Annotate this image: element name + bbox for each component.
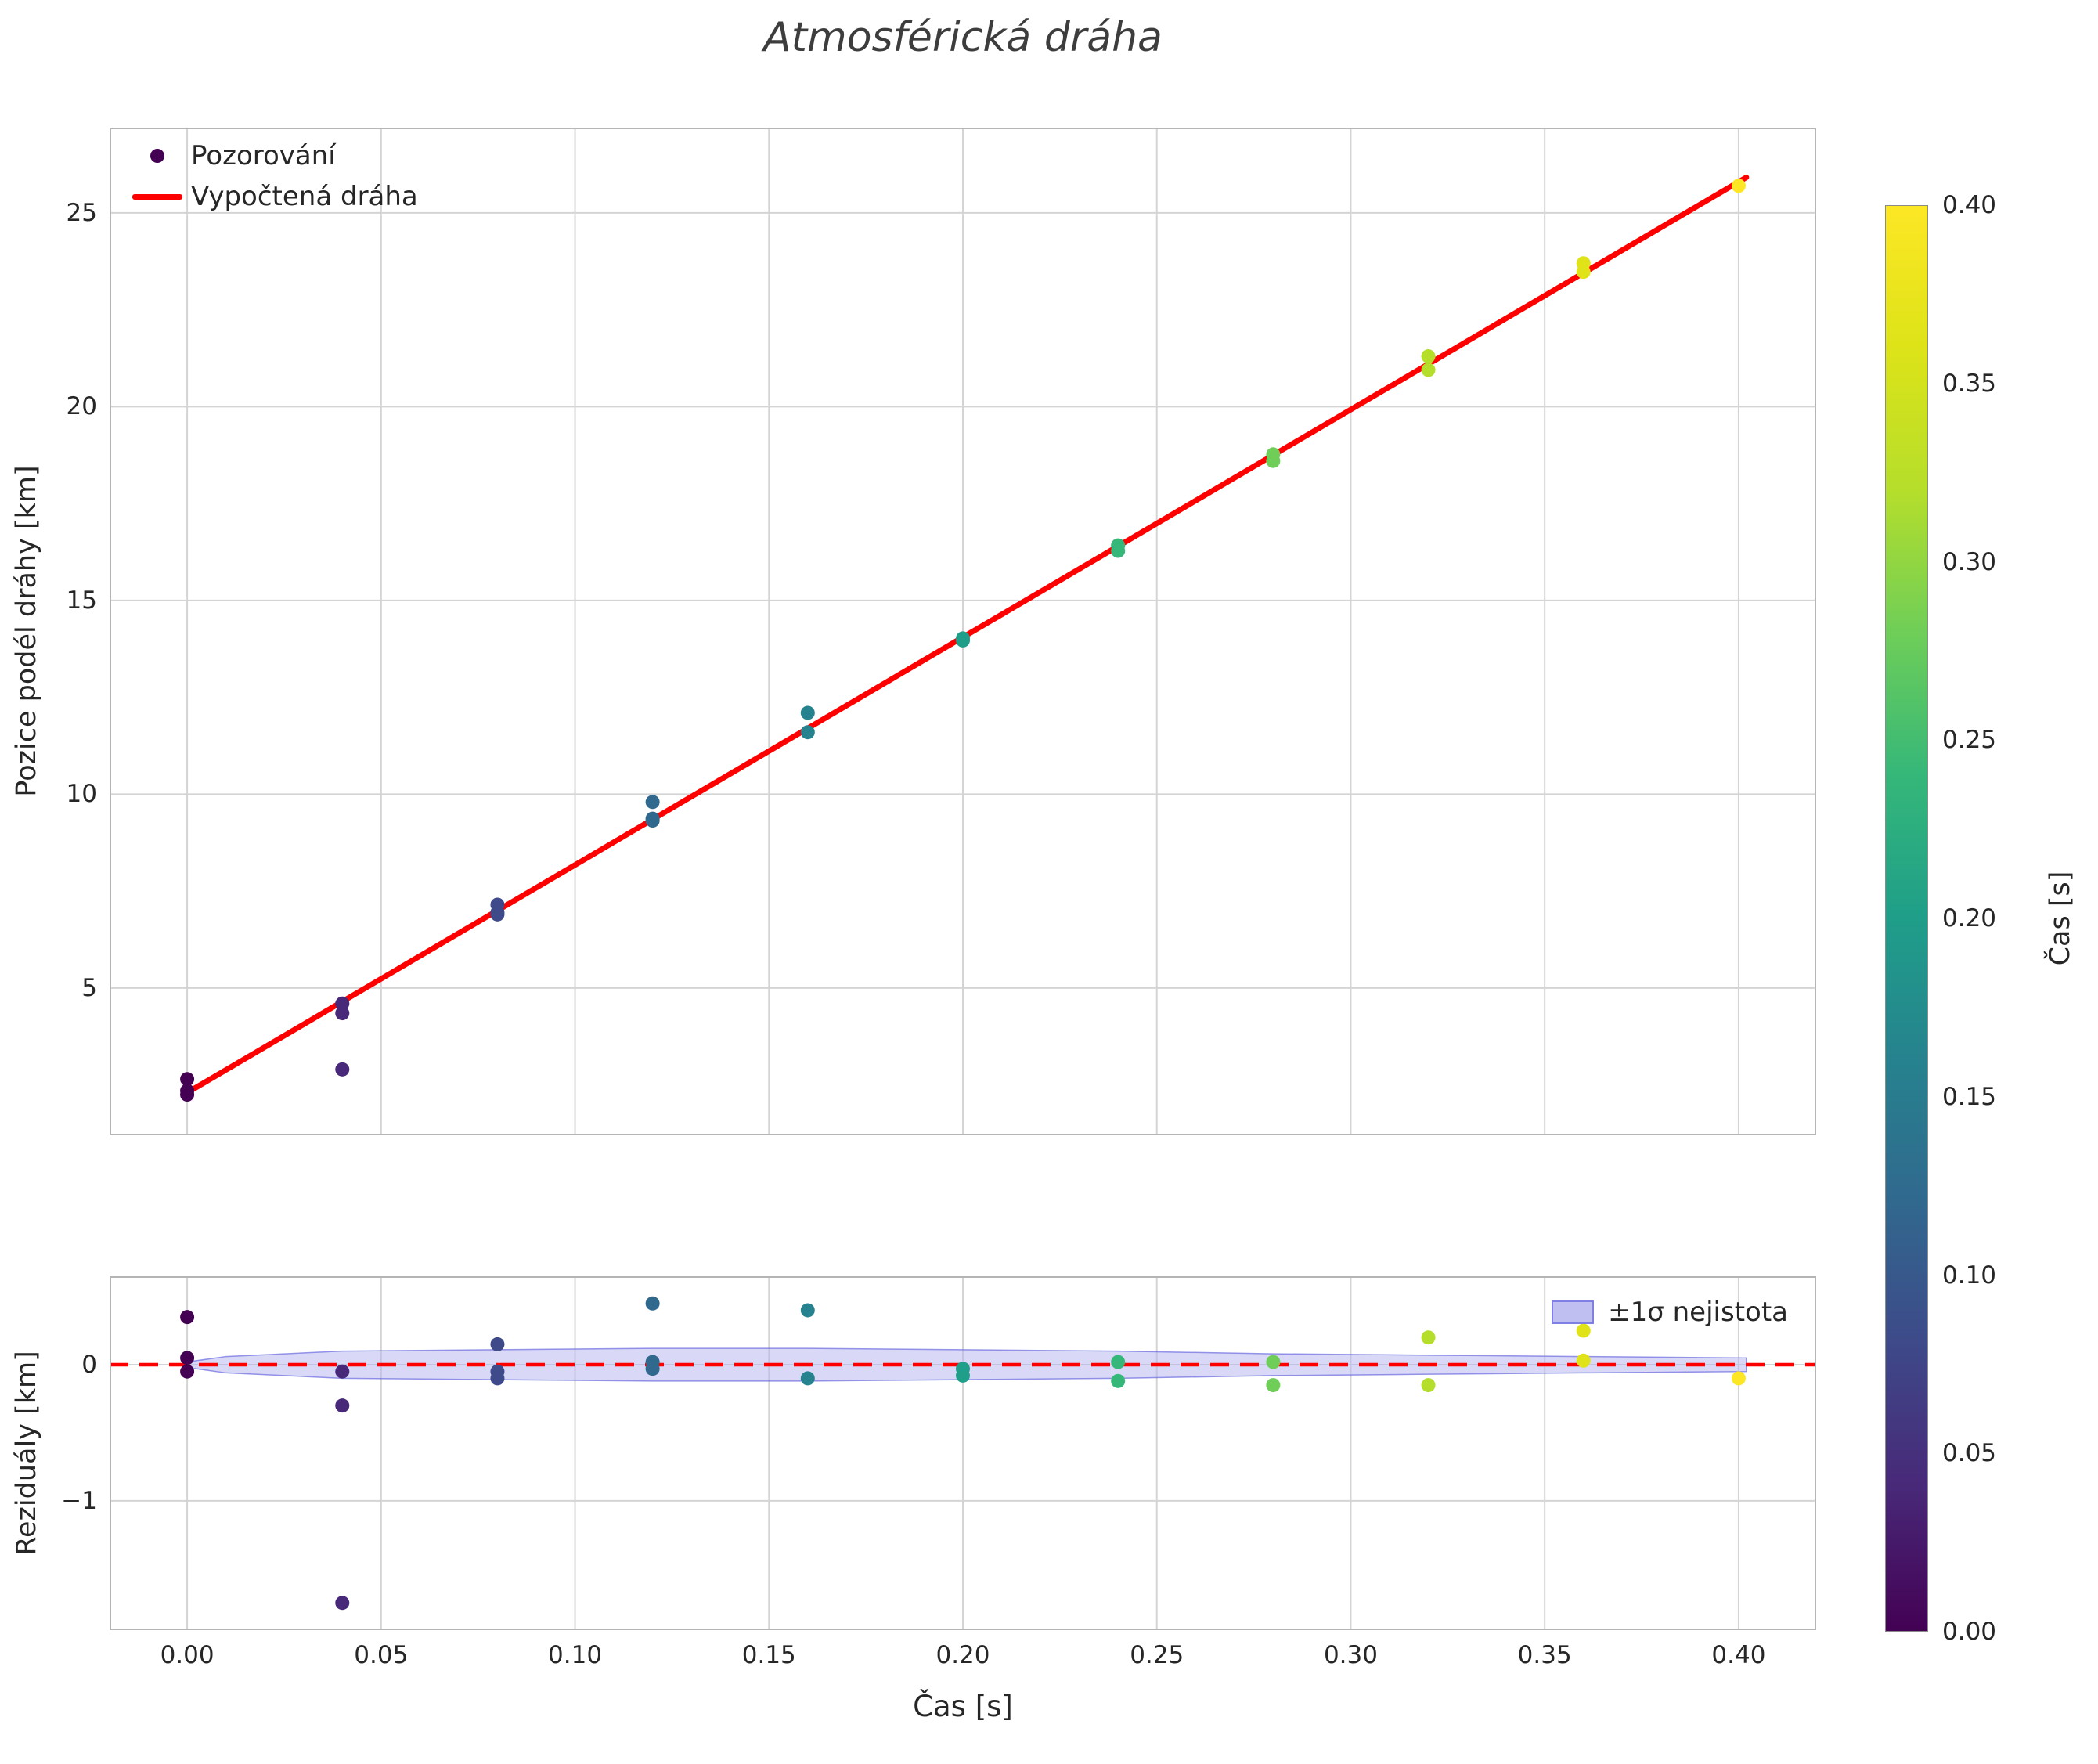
x-tick-label: 0.35 (1517, 1641, 1572, 1669)
residual-point (180, 1310, 195, 1325)
x-axis-label: Čas [s] (913, 1690, 1013, 1723)
residual-point (1111, 1355, 1126, 1369)
data-point (1731, 179, 1746, 193)
data-point (490, 907, 505, 922)
data-point (956, 633, 970, 648)
legend-marker (124, 193, 191, 200)
residuals-plot: ±1σ nejistota (110, 1276, 1816, 1630)
y-tick-label: 15 (66, 586, 97, 615)
colorbar-tick-label: 0.05 (1942, 1439, 1997, 1468)
residual-point (1266, 1378, 1281, 1393)
data-point (1421, 363, 1436, 377)
residual-point (1576, 1323, 1591, 1338)
legend-label-observations: Pozorování (191, 140, 336, 171)
trajectory-plot-canvas (110, 128, 1816, 1135)
residual-point (1421, 1330, 1436, 1345)
legend-label-fit-line: Vypočtená dráha (191, 181, 418, 212)
colorbar-tick-label: 0.10 (1942, 1261, 1997, 1290)
x-tick-label: 0.15 (741, 1641, 796, 1669)
data-point (645, 795, 660, 810)
residual-point (1576, 1353, 1591, 1368)
residual-point (956, 1368, 970, 1383)
colorbar-tick-label: 0.35 (1942, 369, 1997, 398)
data-point (1421, 349, 1436, 364)
x-tick-label: 0.40 (1711, 1641, 1766, 1669)
colorbar-tick-label: 0.20 (1942, 904, 1997, 933)
legend-marker (124, 149, 191, 163)
y-tick-label: 20 (66, 392, 97, 421)
chart-title: Atmosférická dráha (763, 14, 1163, 61)
data-point (180, 1072, 195, 1087)
colorbar-label: Čas [s] (2045, 871, 2076, 966)
trajectory-legend: Pozorování Vypočtená dráha (124, 140, 418, 212)
residuals-plot-canvas (110, 1276, 1816, 1630)
residual-point (490, 1337, 505, 1351)
colorbar-tick-label: 0.30 (1942, 547, 1997, 576)
scatter-dot-icon (150, 149, 164, 163)
plot-frame (110, 1276, 1816, 1630)
residual-point (645, 1296, 660, 1311)
colorbar-tick-label: 0.00 (1942, 1618, 1997, 1646)
x-tick-label: 0.05 (354, 1641, 409, 1669)
residual-point (1111, 1373, 1126, 1388)
data-point (1111, 543, 1126, 558)
residual-point (335, 1364, 350, 1379)
trajectory-plot: Pozorování Vypočtená dráha (110, 128, 1816, 1135)
residual-point (1731, 1371, 1746, 1386)
x-tick-label: 0.00 (160, 1641, 214, 1669)
y-tick-label: 0 (81, 1351, 97, 1379)
data-point (180, 1088, 195, 1102)
residual-point (180, 1364, 195, 1379)
y-tick-label: 5 (81, 973, 97, 1002)
data-point (645, 813, 660, 828)
colorbar-tick-label: 0.25 (1942, 726, 1997, 755)
y-tick-label: 10 (66, 780, 97, 809)
data-point (1576, 265, 1591, 280)
bottom-y-axis-label: Reziduály [km] (11, 1351, 42, 1556)
residual-point (490, 1371, 505, 1386)
residual-point (1421, 1378, 1436, 1393)
colorbar-tick-label: 0.40 (1942, 191, 1997, 219)
x-tick-label: 0.25 (1130, 1641, 1184, 1669)
residual-point (335, 1398, 350, 1413)
data-point (335, 1062, 350, 1077)
residual-point (645, 1362, 660, 1376)
residual-point (1266, 1355, 1281, 1369)
plot-frame (110, 128, 1816, 1135)
residual-point (800, 1303, 815, 1318)
colorbar (1885, 205, 1928, 1632)
y-tick-label: −1 (61, 1486, 97, 1515)
x-tick-label: 0.20 (935, 1641, 990, 1669)
data-point (800, 705, 815, 720)
residuals-legend: ±1σ nejistota (1552, 1297, 1788, 1328)
y-tick-label: 25 (66, 198, 97, 227)
legend-item-observations: Pozorování (124, 140, 418, 171)
data-point (335, 1006, 350, 1021)
legend-item-fit-line: Vypočtená dráha (124, 181, 418, 212)
top-y-axis-label: Pozice podél dráhy [km] (11, 465, 42, 797)
fit-line-icon (132, 193, 182, 200)
data-point (335, 996, 350, 1011)
colorbar-tick-label: 0.15 (1942, 1082, 1997, 1111)
residual-point (180, 1351, 195, 1365)
data-point (1266, 453, 1281, 468)
legend-label-uncertainty: ±1σ nejistota (1608, 1297, 1788, 1328)
x-tick-label: 0.30 (1323, 1641, 1378, 1669)
residual-point (335, 1596, 350, 1611)
uncertainty-band-icon (1552, 1300, 1595, 1324)
data-point (800, 725, 815, 740)
x-tick-label: 0.10 (548, 1641, 603, 1669)
residual-point (800, 1371, 815, 1386)
